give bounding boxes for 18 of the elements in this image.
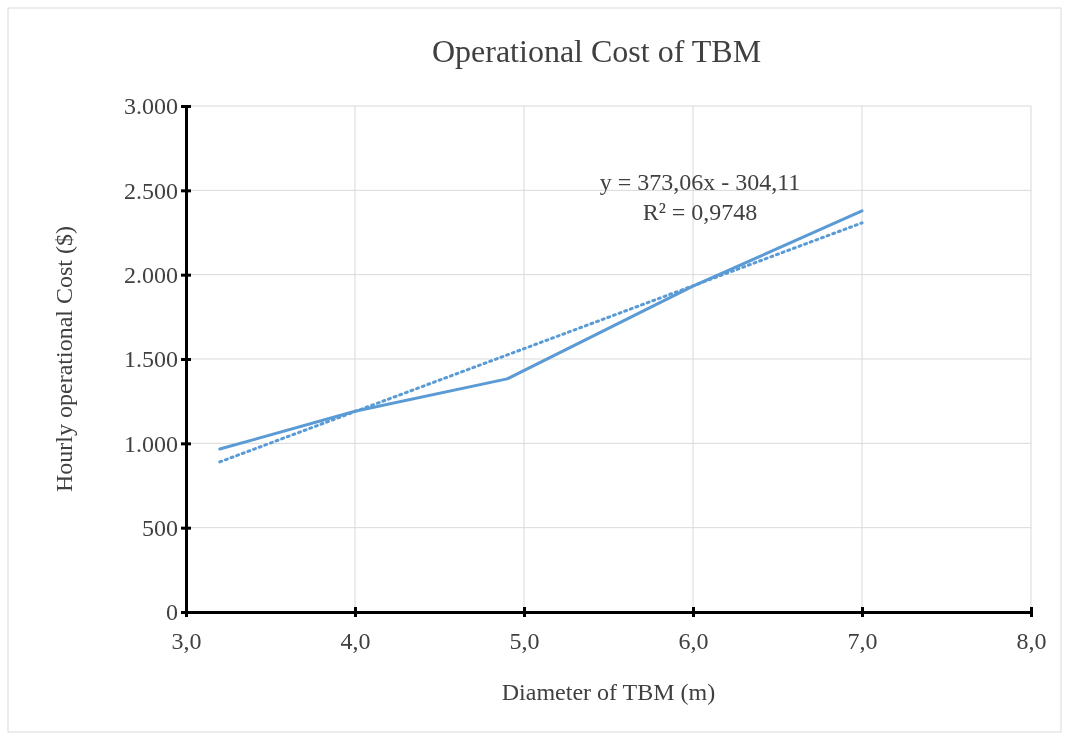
y-axis-title: Hourly operational Cost ($): [51, 226, 77, 492]
x-tick-label: 8,0: [1016, 627, 1047, 654]
x-tick-label: 4,0: [340, 627, 371, 654]
y-tick-label: 0: [166, 599, 178, 626]
y-tick-label: 2.500: [124, 177, 178, 204]
y-tick-label: 3.000: [124, 93, 178, 120]
x-tick-label: 6,0: [678, 627, 709, 654]
x-axis-title: Diameter of TBM (m): [501, 679, 716, 705]
y-tick-label: 1.000: [124, 430, 178, 457]
y-tick-label: 1.500: [124, 346, 178, 373]
x-tick-label: 5,0: [509, 627, 540, 654]
x-tick-label: 7,0: [847, 627, 878, 654]
annotation: y = 373,06x - 304,11: [599, 169, 801, 195]
annotation: R² = 0,9748: [642, 199, 758, 225]
y-tick-label: 2.000: [124, 261, 178, 288]
x-tick-label: 3,0: [171, 627, 202, 654]
chart-title: Operational Cost of TBM: [431, 33, 762, 69]
y-tick-label: 500: [142, 514, 178, 541]
